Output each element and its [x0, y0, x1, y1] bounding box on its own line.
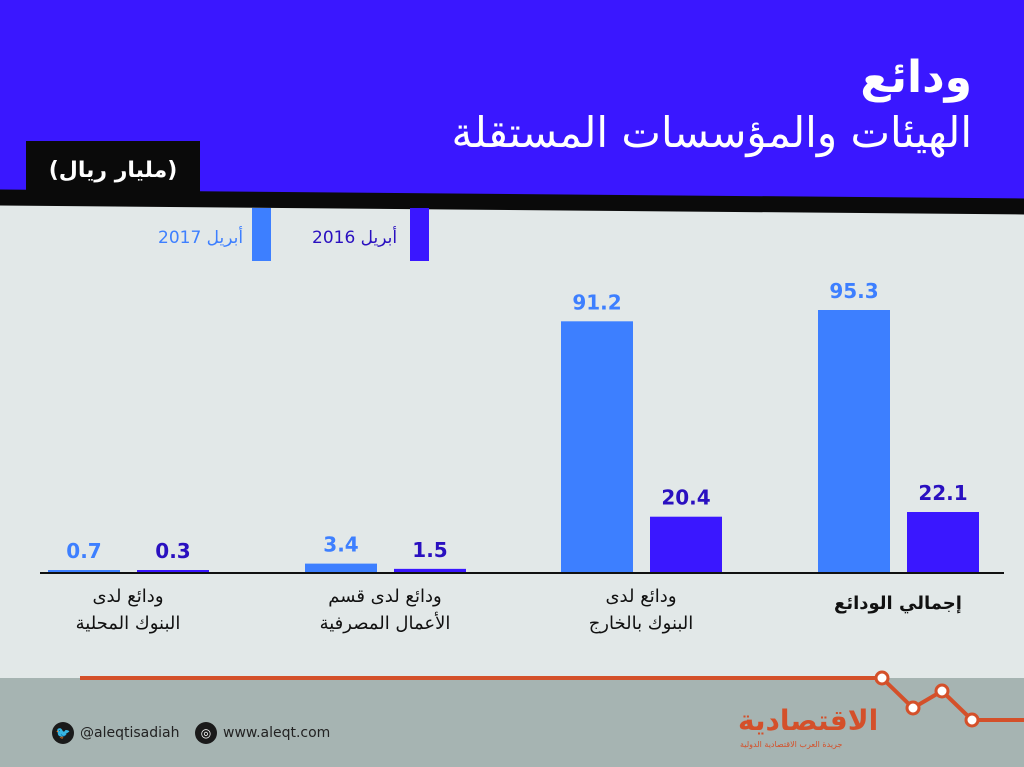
website-url: www.aleqt.com	[223, 725, 331, 741]
bar-1-2	[650, 516, 722, 573]
chart-title: ودائع	[860, 52, 972, 103]
category-label-line: الأعمال المصرفية	[319, 613, 451, 634]
bar-0-0	[48, 570, 120, 573]
data-label-0-2: 91.2	[572, 290, 621, 314]
bar-1-0	[137, 570, 209, 573]
legend-label-2017: أبريل 2017	[158, 228, 244, 248]
bar-0-1	[305, 563, 377, 573]
data-label-1-3: 22.1	[918, 481, 967, 505]
twitter-handle: @aleqtisadiah	[80, 725, 180, 741]
twitter-link[interactable]: 🐦 @aleqtisadiah	[52, 722, 179, 744]
globe-icon: ◎	[195, 722, 217, 744]
category-label: ودائع لدى البنوك المحلية	[18, 583, 238, 637]
category-label-line: البنوك بالخارج	[588, 613, 694, 634]
bar-0-3	[818, 310, 890, 573]
category-label: ودائع لدى البنوك بالخارج	[531, 583, 751, 637]
bar-0-2	[561, 321, 633, 573]
data-label-1-1: 1.5	[412, 538, 447, 562]
logo: الاقتصادية	[738, 704, 879, 737]
footer-trend-line	[80, 670, 1024, 728]
legend-swatch-2016	[410, 208, 429, 261]
logo-tagline: جريدة العرب الاقتصادية الدولية	[740, 740, 843, 749]
category-label-line: البنوك المحلية	[75, 613, 181, 634]
legend-swatch-2017	[252, 208, 271, 261]
bar-1-3	[907, 512, 979, 573]
category-label: ودائع لدى قسم الأعمال المصرفية	[275, 583, 495, 637]
category-label: إجمالي الودائع	[788, 590, 1008, 617]
twitter-icon: 🐦	[52, 722, 74, 744]
chart-subtitle: الهيئات والمؤسسات المستقلة	[451, 108, 973, 157]
website-link[interactable]: ◎ www.aleqt.com	[195, 722, 330, 744]
unit-label: (مليار ريال)	[26, 141, 200, 199]
data-label-0-3: 95.3	[829, 279, 878, 303]
data-label-1-0: 0.3	[155, 539, 190, 563]
bar-1-1	[394, 568, 466, 573]
category-label-line: ودائع لدى	[92, 586, 164, 607]
bar-chart: 0.7 3.4 91.2 95.3 0.3 1.5 20.4 22.1	[40, 279, 1004, 574]
legend-label-2016: أبريل 2016	[312, 228, 398, 248]
footer	[0, 678, 1024, 767]
category-label-line: إجمالي الودائع	[834, 593, 962, 614]
data-label-1-2: 20.4	[661, 486, 710, 510]
category-label-line: ودائع لدى قسم	[328, 586, 442, 607]
data-label-0-0: 0.7	[66, 539, 101, 563]
data-label-0-1: 3.4	[323, 533, 358, 557]
category-label-line: ودائع لدى	[605, 586, 677, 607]
